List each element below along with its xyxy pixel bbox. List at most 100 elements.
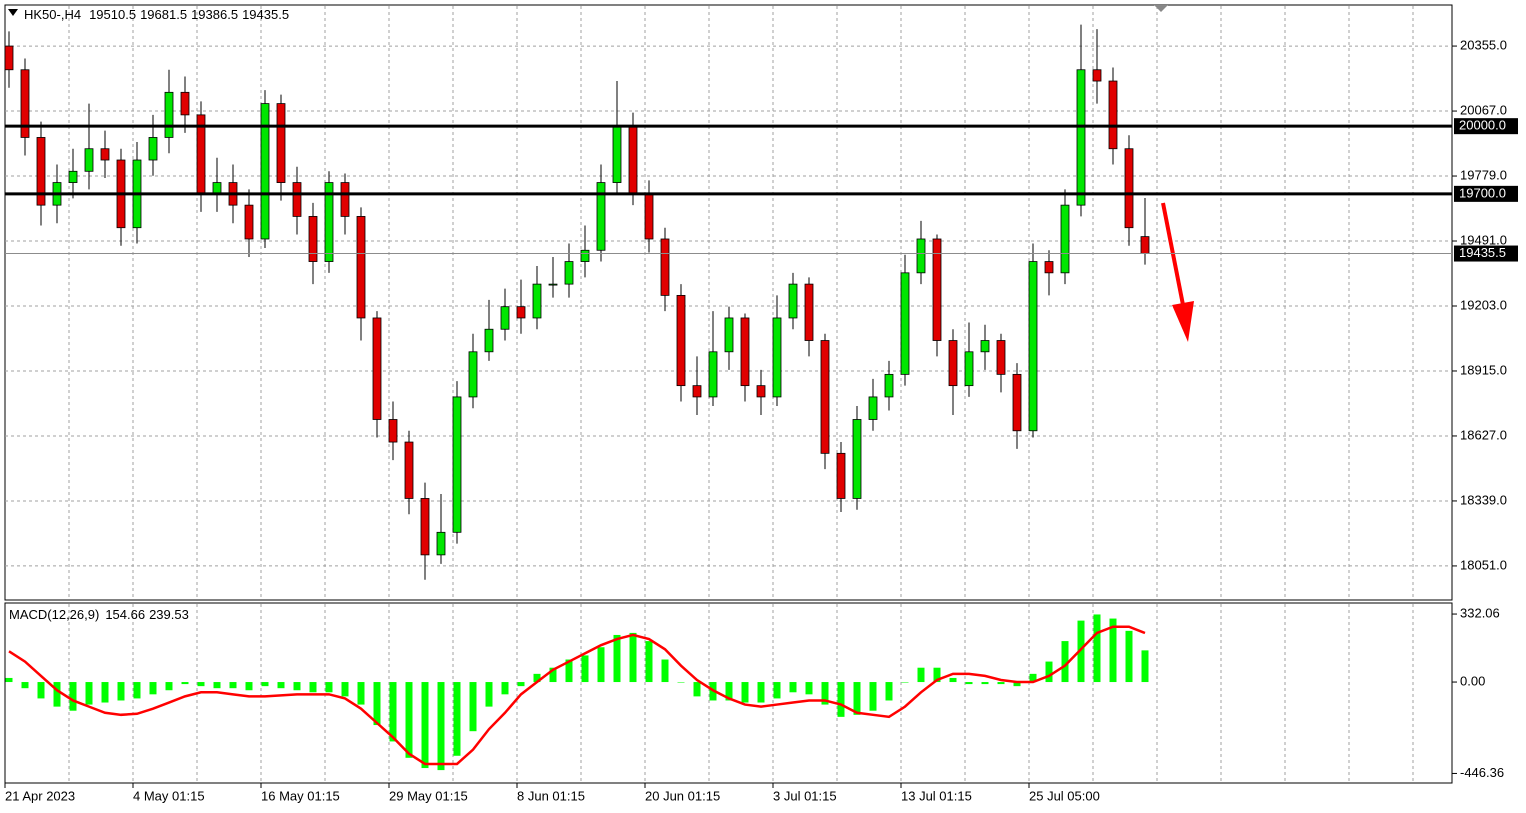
histogram-bar — [101, 682, 109, 703]
candle-body — [100, 148, 110, 161]
histogram-bar — [645, 641, 653, 683]
y-tick-label: 18339.0 — [1460, 492, 1507, 507]
candle-body — [580, 249, 590, 262]
candle-body — [644, 193, 654, 240]
histogram-bar — [789, 682, 797, 693]
histogram-bar — [117, 682, 125, 701]
close-value: 19435.5 — [242, 7, 289, 22]
candle-body — [532, 283, 542, 319]
candle-body — [452, 396, 462, 533]
price-panel — [4, 4, 1453, 601]
histogram-bar — [197, 682, 205, 687]
candle-body — [964, 351, 974, 387]
candle-body — [244, 204, 254, 240]
candle-body — [36, 137, 46, 206]
low-value: 19386.5 — [191, 7, 238, 22]
histogram-bar — [229, 682, 237, 689]
y-tick-label: -446.36 — [1460, 765, 1504, 780]
histogram-bar — [613, 634, 621, 683]
histogram-bar — [53, 682, 61, 707]
histogram-bar — [133, 682, 141, 699]
y-tick-label: 20067.0 — [1460, 102, 1507, 117]
candle-body — [4, 45, 14, 71]
candle-body — [1060, 204, 1070, 274]
arrow-shaft — [1161, 202, 1186, 311]
candle-body — [468, 351, 478, 398]
open-value: 19510.5 — [89, 7, 136, 22]
chart-header: HK50-,H4 19510.5 19681.5 19386.5 19435.5 — [24, 7, 289, 22]
histogram-bar — [1141, 650, 1149, 683]
histogram-bar — [389, 682, 397, 742]
candle-body — [148, 137, 158, 161]
x-tick-label: 16 May 01:15 — [261, 788, 340, 803]
histogram-bar — [757, 682, 765, 703]
histogram-bar — [949, 677, 957, 683]
histogram-bar — [597, 647, 605, 683]
histogram-bar — [437, 682, 445, 771]
signal-line — [8, 625, 1146, 766]
shift-marker — [1154, 5, 1168, 12]
macd-header: MACD(12,26,9) 154.66 239.53 — [9, 607, 189, 622]
y-tick-label: 18051.0 — [1460, 557, 1507, 572]
candle-body — [852, 419, 862, 499]
histogram-bar — [373, 682, 381, 726]
histogram-bar — [581, 655, 589, 683]
candle-body — [676, 294, 686, 387]
level-label-box — [1454, 118, 1518, 135]
level-label-box — [1454, 185, 1518, 202]
signal-value: 239.53 — [149, 607, 189, 622]
histogram-bar — [1109, 618, 1117, 683]
candle-body — [180, 91, 190, 116]
histogram-bar — [5, 677, 13, 683]
histogram-bar — [533, 673, 541, 683]
candle-body — [804, 283, 814, 341]
candle-body — [884, 373, 894, 398]
candle-body — [836, 452, 846, 499]
histogram-bar — [661, 659, 669, 683]
histogram-bar — [805, 682, 813, 695]
histogram-bar — [869, 682, 877, 711]
candle-body — [500, 306, 510, 330]
histogram-bar — [453, 682, 461, 756]
candle-body — [356, 216, 366, 319]
candle-body — [1044, 261, 1054, 274]
y-tick-label: 19491.0 — [1460, 232, 1507, 247]
candle-body — [1028, 261, 1038, 432]
histogram-bar — [213, 682, 221, 689]
histogram-bar — [293, 682, 301, 691]
histogram-bar — [85, 682, 93, 705]
y-tick-label: 0.00 — [1460, 673, 1485, 688]
candle-body — [628, 125, 638, 195]
level-label: 20000.0 — [1459, 118, 1506, 133]
candle-body — [660, 238, 670, 296]
histogram-bar — [245, 682, 253, 691]
candle-body — [692, 385, 702, 398]
histogram-bar — [469, 682, 477, 732]
x-tick-label: 4 May 01:15 — [133, 788, 205, 803]
candle-body — [1140, 236, 1150, 254]
histogram-bar — [549, 667, 557, 683]
y-tick-label: 19203.0 — [1460, 297, 1507, 312]
candle-body — [708, 351, 718, 398]
histogram-bar — [901, 682, 909, 683]
candle-body — [1012, 373, 1022, 432]
candle-body — [820, 340, 830, 454]
histogram-bar — [629, 632, 637, 683]
high-value: 19681.5 — [140, 7, 187, 22]
x-tick-label: 13 Jul 01:15 — [901, 788, 972, 803]
histogram-bar — [1077, 620, 1085, 683]
candle-body — [980, 340, 990, 353]
candle-body — [548, 283, 558, 286]
y-tick-label: 18915.0 — [1460, 362, 1507, 377]
histogram-bar — [725, 682, 733, 701]
histogram-bar — [837, 682, 845, 717]
candle-body — [372, 317, 382, 420]
candle-body — [484, 328, 494, 353]
histogram-bar — [773, 682, 781, 699]
y-tick-label: 20355.0 — [1460, 38, 1507, 53]
candle-body — [84, 148, 94, 172]
histogram-bar — [677, 682, 685, 683]
menu-triangle — [8, 9, 18, 16]
histogram-bar — [517, 682, 525, 687]
x-tick-label: 29 May 01:15 — [389, 788, 468, 803]
